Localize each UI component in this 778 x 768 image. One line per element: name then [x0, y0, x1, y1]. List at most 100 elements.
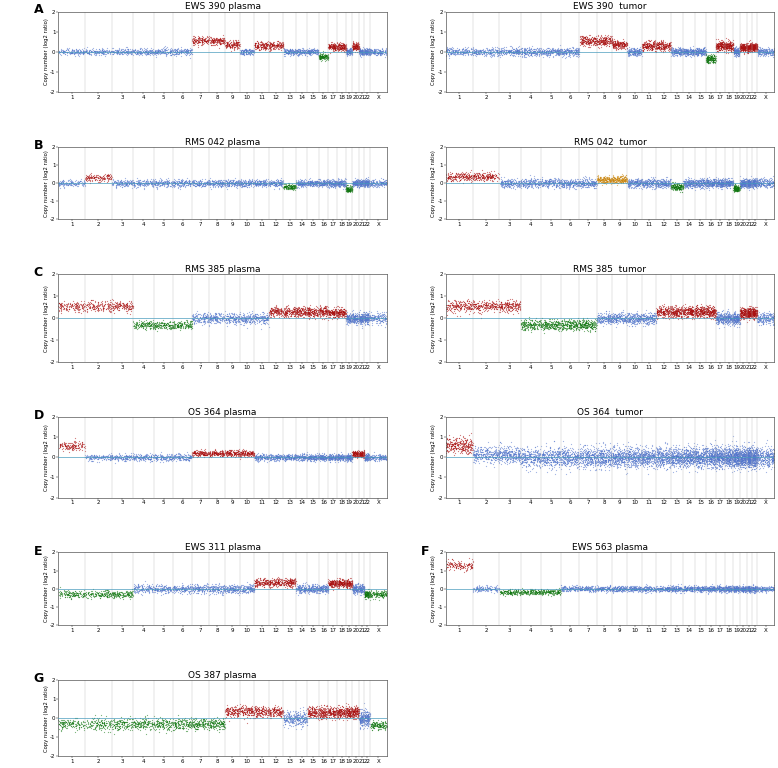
- Point: [140, 174, 152, 187]
- Point: [752, 180, 764, 192]
- Point: [630, 310, 643, 323]
- Point: [685, 306, 697, 318]
- Point: [217, 311, 230, 323]
- Point: [376, 720, 388, 733]
- Point: [317, 579, 329, 591]
- Point: [705, 49, 717, 61]
- Point: [269, 449, 282, 462]
- Point: [691, 178, 703, 190]
- Point: [665, 300, 678, 313]
- Point: [611, 34, 623, 46]
- Point: [212, 175, 224, 187]
- Point: [670, 456, 682, 468]
- Point: [711, 310, 724, 322]
- Point: [350, 699, 363, 711]
- Point: [354, 308, 366, 320]
- Point: [122, 450, 135, 462]
- Point: [481, 444, 493, 456]
- Point: [713, 463, 726, 475]
- Point: [700, 305, 713, 317]
- Point: [610, 451, 622, 463]
- Point: [352, 582, 364, 594]
- Point: [706, 451, 718, 463]
- Point: [481, 455, 493, 468]
- Point: [282, 181, 295, 194]
- Point: [300, 454, 313, 466]
- Point: [640, 41, 653, 53]
- Point: [585, 452, 598, 465]
- Point: [235, 702, 247, 714]
- Point: [659, 303, 671, 316]
- Point: [289, 302, 302, 314]
- Point: [595, 313, 608, 326]
- Point: [663, 581, 675, 594]
- Point: [722, 177, 734, 189]
- Point: [233, 174, 246, 187]
- Point: [234, 45, 247, 57]
- Point: [152, 44, 164, 56]
- Point: [163, 47, 176, 59]
- Point: [340, 578, 352, 590]
- Point: [240, 310, 252, 322]
- Point: [735, 305, 748, 317]
- Point: [272, 175, 285, 187]
- Point: [318, 709, 331, 721]
- Point: [744, 452, 756, 464]
- Point: [151, 47, 163, 59]
- Point: [667, 48, 679, 60]
- Point: [563, 584, 576, 597]
- Point: [234, 449, 247, 461]
- Point: [269, 306, 282, 319]
- Point: [159, 320, 172, 333]
- Point: [72, 588, 85, 600]
- Point: [168, 177, 180, 190]
- Point: [352, 584, 364, 597]
- Point: [131, 177, 143, 189]
- Point: [449, 557, 461, 569]
- Point: [344, 578, 356, 591]
- Point: [325, 177, 338, 190]
- Point: [699, 584, 711, 596]
- Point: [741, 446, 754, 458]
- Point: [163, 723, 175, 736]
- Point: [751, 449, 763, 461]
- Point: [742, 177, 755, 190]
- Point: [356, 708, 368, 720]
- Point: [461, 438, 474, 450]
- Point: [318, 51, 331, 64]
- Point: [539, 454, 552, 466]
- Point: [630, 49, 643, 61]
- Point: [720, 582, 733, 594]
- Point: [307, 453, 320, 465]
- Point: [360, 453, 373, 465]
- Point: [312, 447, 324, 459]
- Point: [679, 45, 692, 58]
- Point: [595, 173, 608, 185]
- Point: [205, 38, 217, 51]
- Point: [326, 449, 338, 462]
- Point: [88, 45, 100, 57]
- Point: [746, 38, 759, 50]
- Point: [328, 707, 340, 719]
- Point: [612, 444, 625, 456]
- Point: [744, 38, 756, 51]
- Point: [605, 454, 617, 466]
- Point: [712, 455, 724, 467]
- Point: [170, 47, 182, 59]
- Point: [596, 452, 608, 464]
- Point: [745, 449, 757, 462]
- Point: [731, 455, 744, 467]
- Point: [490, 170, 503, 182]
- Point: [686, 178, 699, 190]
- Point: [486, 42, 499, 55]
- Point: [340, 184, 352, 197]
- Point: [713, 177, 725, 189]
- Point: [753, 46, 766, 58]
- Point: [743, 303, 755, 315]
- Point: [729, 453, 741, 465]
- Point: [326, 307, 338, 319]
- Point: [307, 306, 319, 318]
- Point: [684, 449, 696, 461]
- Point: [553, 584, 566, 596]
- Point: [610, 452, 622, 464]
